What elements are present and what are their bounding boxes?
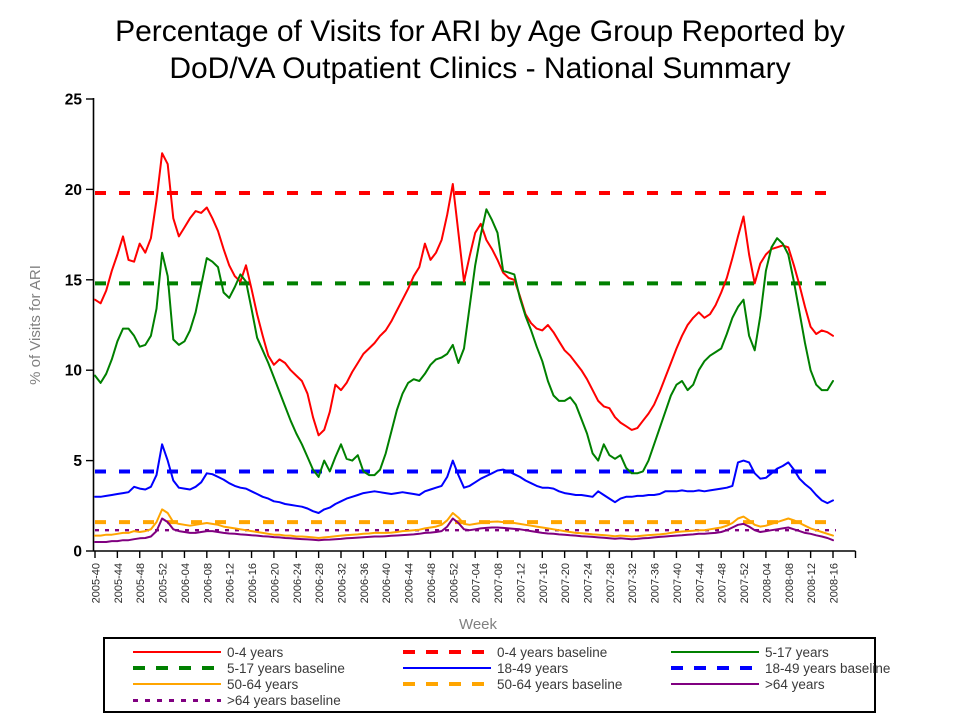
series-0-4-years <box>94 152 834 437</box>
chart-title: Percentage of Visits for ARI by Age Grou… <box>0 13 960 87</box>
x-tick-label: 2008-08 <box>784 563 796 603</box>
x-tick-label: 2008-12 <box>806 563 818 603</box>
x-tick-label: 2007-24 <box>583 563 595 603</box>
legend-swatch-0-4-years <box>133 650 221 654</box>
series-50-64-years <box>94 508 834 539</box>
legend-label-5-17-years-baseline: 5-17 years baseline <box>227 660 345 676</box>
legend-swatch--64-years <box>671 682 759 686</box>
legend-label-50-64-years: 50-64 years <box>227 676 299 692</box>
legend-label-5-17-years: 5-17 years <box>765 644 829 660</box>
y-axis-title: % of Visits for ARI <box>27 265 44 385</box>
legend-item-50-64-years: 50-64 years <box>133 677 403 692</box>
y-tick-label: 25 <box>65 92 83 109</box>
legend-item--64-years: >64 years <box>671 677 890 692</box>
chart-title-line1: Percentage of Visits for ARI by Age Grou… <box>115 15 845 48</box>
x-tick-label: 2005-52 <box>158 563 170 603</box>
legend-swatch-5-17-years-baseline <box>133 666 221 670</box>
x-tick-label: 2005-48 <box>135 563 147 603</box>
x-tick-label: 2006-24 <box>292 563 304 603</box>
x-tick-label: 2006-28 <box>314 563 326 603</box>
x-tick-label: 2007-44 <box>694 563 706 603</box>
legend-item-18-49-years-baseline: 18-49 years baseline <box>671 661 890 676</box>
legend-label--64-years-baseline: >64 years baseline <box>227 692 341 708</box>
plot-area: 0 5 10 15 20 25 2005-40 2005-44 2005-48 2005-52 20… <box>27 92 857 633</box>
x-tick-label: 2007-48 <box>717 563 729 603</box>
legend-swatch-18-49-years-baseline <box>671 666 759 670</box>
series--64-years <box>94 517 834 543</box>
legend-item-5-17-years: 5-17 years <box>671 645 890 660</box>
x-tick-label: 2005-40 <box>91 563 103 603</box>
x-tick-label: 2008-04 <box>761 563 773 603</box>
legend-label-0-4-years: 0-4 years <box>227 644 284 660</box>
legend: 0-4 years 0-4 years baseline 5-17 years 5-1… <box>103 637 890 713</box>
x-tick-label: 2006-48 <box>426 563 438 603</box>
y-tick-label: 0 <box>73 544 82 561</box>
x-tick-label: 2006-08 <box>202 563 214 603</box>
legend-swatch-0-4-years-baseline <box>403 650 491 654</box>
legend-label-18-49-years-baseline: 18-49 years baseline <box>765 660 891 676</box>
legend-swatch-5-17-years <box>671 650 759 654</box>
x-tick-label: 2007-12 <box>515 563 527 603</box>
legend-label-18-49-years: 18-49 years <box>497 660 569 676</box>
x-tick-label: 2007-52 <box>739 563 751 603</box>
chart-title-line2: DoD/VA Outpatient Clinics - National Sum… <box>169 52 791 85</box>
x-tick-label: 2006-12 <box>225 563 237 603</box>
x-tick-label: 2006-04 <box>180 563 192 603</box>
x-tick-label: 2007-08 <box>493 563 505 603</box>
x-tick-label: 2006-16 <box>247 563 259 603</box>
legend-swatch-50-64-years <box>133 682 221 686</box>
x-tick-label: 2006-20 <box>269 563 281 603</box>
legend-label-50-64-years-baseline: 50-64 years baseline <box>497 676 623 692</box>
legend-item--64-years-baseline: >64 years baseline <box>133 693 403 708</box>
x-tick-label: 2007-28 <box>605 563 617 603</box>
x-tick-label: 2007-32 <box>627 563 639 603</box>
legend-label--64-years: >64 years <box>765 676 825 692</box>
x-axis-title: Week <box>459 616 498 633</box>
series-5-17-years <box>94 208 834 478</box>
x-tick-label: 2007-36 <box>650 563 662 603</box>
legend-swatch-50-64-years-baseline <box>403 682 491 686</box>
legend-item-5-17-years-baseline: 5-17 years baseline <box>133 661 403 676</box>
legend-item-50-64-years-baseline: 50-64 years baseline <box>403 677 671 692</box>
legend-item-0-4-years-baseline: 0-4 years baseline <box>403 645 671 660</box>
y-tick-label: 20 <box>65 182 82 199</box>
x-tick-label: 2006-40 <box>381 563 393 603</box>
y-tick-label: 5 <box>73 453 82 470</box>
legend-label-0-4-years-baseline: 0-4 years baseline <box>497 644 608 660</box>
x-tick-label: 2007-40 <box>672 563 684 603</box>
x-tick-label: 2005-44 <box>113 563 125 603</box>
x-tick-label: 2007-16 <box>538 563 550 603</box>
series-18-49-years <box>94 443 834 514</box>
x-tick-label: 2007-20 <box>560 563 572 603</box>
x-tick-label: 2006-36 <box>359 563 371 603</box>
x-tick-label: 2008-16 <box>829 563 841 603</box>
legend-item-18-49-years: 18-49 years <box>403 661 671 676</box>
x-tick-label: 2007-04 <box>471 563 483 603</box>
legend-swatch-18-49-years <box>403 666 491 670</box>
x-tick-label: 2006-52 <box>448 563 460 603</box>
y-tick-label: 10 <box>65 363 82 380</box>
y-tick-label: 15 <box>65 272 83 289</box>
legend-swatch--64-years-baseline <box>133 698 221 702</box>
x-tick-label: 2006-44 <box>404 563 416 603</box>
legend-item-0-4-years: 0-4 years <box>133 645 403 660</box>
x-tick-label: 2006-32 <box>337 563 349 603</box>
